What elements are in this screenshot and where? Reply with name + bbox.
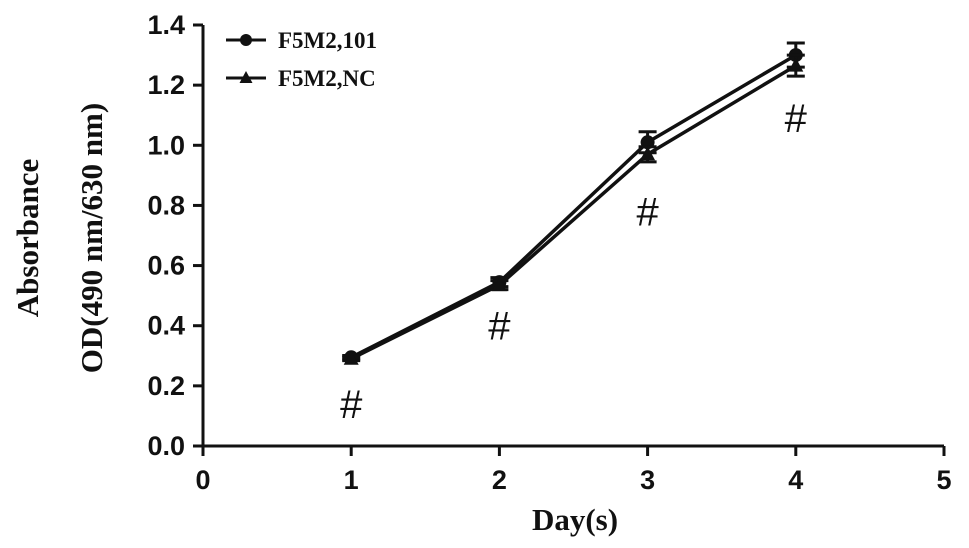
x-tick-label: 3 <box>640 465 655 495</box>
x-tick-label: 0 <box>195 465 210 495</box>
series-line <box>350 53 797 359</box>
legend-item: F5M2,NC <box>226 66 376 91</box>
legend-marker <box>239 71 253 83</box>
series-2 <box>342 53 805 365</box>
data-point <box>491 277 507 292</box>
x-tick-label: 5 <box>936 465 951 495</box>
x-tick-label: 2 <box>492 465 507 495</box>
legend-label: F5M2,101 <box>278 28 377 53</box>
significance-mark: # <box>785 97 808 141</box>
y-tick-label: 0.4 <box>147 311 185 341</box>
y-tick-label: 1.0 <box>147 130 185 160</box>
y-tick-label: 0.0 <box>147 431 185 461</box>
y-tick-label: 0.6 <box>147 251 185 281</box>
y-axis-title-line-1: Absorbance <box>10 159 45 317</box>
legend-marker <box>240 34 252 46</box>
y-tick-label: 1.4 <box>147 10 185 40</box>
data-point <box>640 146 656 161</box>
y-tick-label: 0.8 <box>147 190 185 220</box>
series-line <box>350 64 797 361</box>
significance-mark: # <box>340 383 363 427</box>
axes <box>201 25 944 448</box>
legend-label: F5M2,NC <box>278 66 376 91</box>
y-tick-label: 0.2 <box>147 371 185 401</box>
annotations: # # # # <box>340 97 808 427</box>
series-1 <box>342 41 805 365</box>
data-point <box>343 350 359 365</box>
ticks: 0.0 0.2 0.4 0.6 0.8 1.0 1.2 1.4 0 1 2 3 4 5 <box>147 10 951 495</box>
y-axis-title: Absorbance OD(490 nm/630 nm) <box>10 103 109 373</box>
significance-mark: # <box>636 190 659 234</box>
plot-area <box>342 41 805 365</box>
x-tick-label: 1 <box>344 465 359 495</box>
data-point <box>788 57 804 72</box>
x-axis-title: Day(s) <box>532 502 618 537</box>
y-axis-title-line-2: OD(490 nm/630 nm) <box>74 103 109 373</box>
x-tick-label: 4 <box>788 465 803 495</box>
y-tick-label: 1.2 <box>147 70 185 100</box>
significance-mark: # <box>488 305 511 349</box>
legend: F5M2,101 F5M2,NC <box>226 28 377 91</box>
legend-item: F5M2,101 <box>226 28 377 53</box>
